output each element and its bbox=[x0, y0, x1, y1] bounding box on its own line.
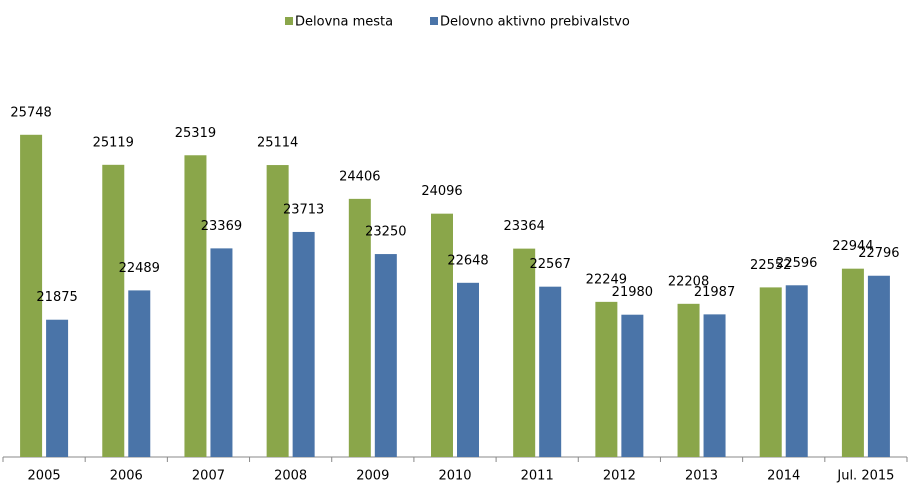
data-label: 22208 bbox=[668, 274, 709, 289]
data-label: 25119 bbox=[93, 135, 134, 150]
data-label: 23364 bbox=[504, 219, 545, 234]
bar bbox=[677, 303, 700, 457]
data-label: 21980 bbox=[612, 285, 653, 300]
bar bbox=[374, 254, 397, 457]
bar bbox=[457, 282, 479, 457]
bar bbox=[266, 165, 289, 457]
x-tick-label: 2010 bbox=[438, 469, 471, 484]
data-label: 21875 bbox=[36, 290, 77, 305]
x-tick-label: 2006 bbox=[110, 469, 143, 484]
data-label: 22648 bbox=[447, 253, 488, 268]
x-tick-label: 2014 bbox=[767, 469, 800, 484]
bar bbox=[759, 287, 782, 457]
bar bbox=[210, 248, 233, 457]
x-tick-label: 2005 bbox=[28, 469, 61, 484]
legend-swatch bbox=[430, 17, 438, 25]
bar bbox=[513, 248, 536, 457]
legend-swatch bbox=[285, 17, 293, 25]
bar bbox=[595, 301, 618, 457]
x-tick-label: 2012 bbox=[603, 469, 636, 484]
bar bbox=[184, 155, 207, 457]
bar bbox=[292, 231, 315, 457]
x-tick-label: 2011 bbox=[521, 469, 554, 484]
data-label: 21987 bbox=[694, 285, 735, 300]
x-tick-label: 2007 bbox=[192, 469, 225, 484]
x-tick-label: 2008 bbox=[274, 469, 307, 484]
data-label: 25748 bbox=[10, 105, 51, 120]
bar bbox=[867, 275, 890, 457]
data-label: 22596 bbox=[776, 256, 817, 271]
data-label: 22552 bbox=[750, 258, 791, 273]
bar bbox=[102, 164, 125, 457]
data-label: 24096 bbox=[421, 184, 462, 199]
x-tick-label: 2013 bbox=[685, 469, 718, 484]
bar bbox=[703, 314, 726, 457]
data-label: 23250 bbox=[365, 225, 406, 240]
data-label: 22567 bbox=[530, 257, 571, 272]
bar bbox=[20, 134, 43, 457]
data-label: 23369 bbox=[201, 219, 242, 234]
data-label: 22249 bbox=[586, 272, 627, 287]
x-tick-label: Jul. 2015 bbox=[836, 469, 894, 484]
bar bbox=[785, 285, 808, 457]
data-label: 22944 bbox=[832, 239, 873, 254]
data-label: 24406 bbox=[339, 169, 380, 184]
x-tick-label: 2009 bbox=[356, 469, 389, 484]
data-label: 25319 bbox=[175, 126, 216, 141]
bar bbox=[621, 314, 644, 457]
bar bbox=[128, 290, 151, 457]
bar bbox=[431, 213, 453, 457]
bar bbox=[46, 319, 69, 457]
data-label: 22796 bbox=[858, 246, 899, 261]
legend-label: Delovna mesta bbox=[295, 15, 393, 30]
legend-label: Delovno aktivno prebivalstvo bbox=[440, 15, 630, 30]
data-label: 22489 bbox=[119, 261, 160, 276]
bar bbox=[348, 198, 371, 457]
data-label: 23713 bbox=[283, 202, 324, 217]
bar bbox=[539, 286, 562, 457]
data-label: 25114 bbox=[257, 136, 298, 151]
bar bbox=[841, 268, 864, 457]
